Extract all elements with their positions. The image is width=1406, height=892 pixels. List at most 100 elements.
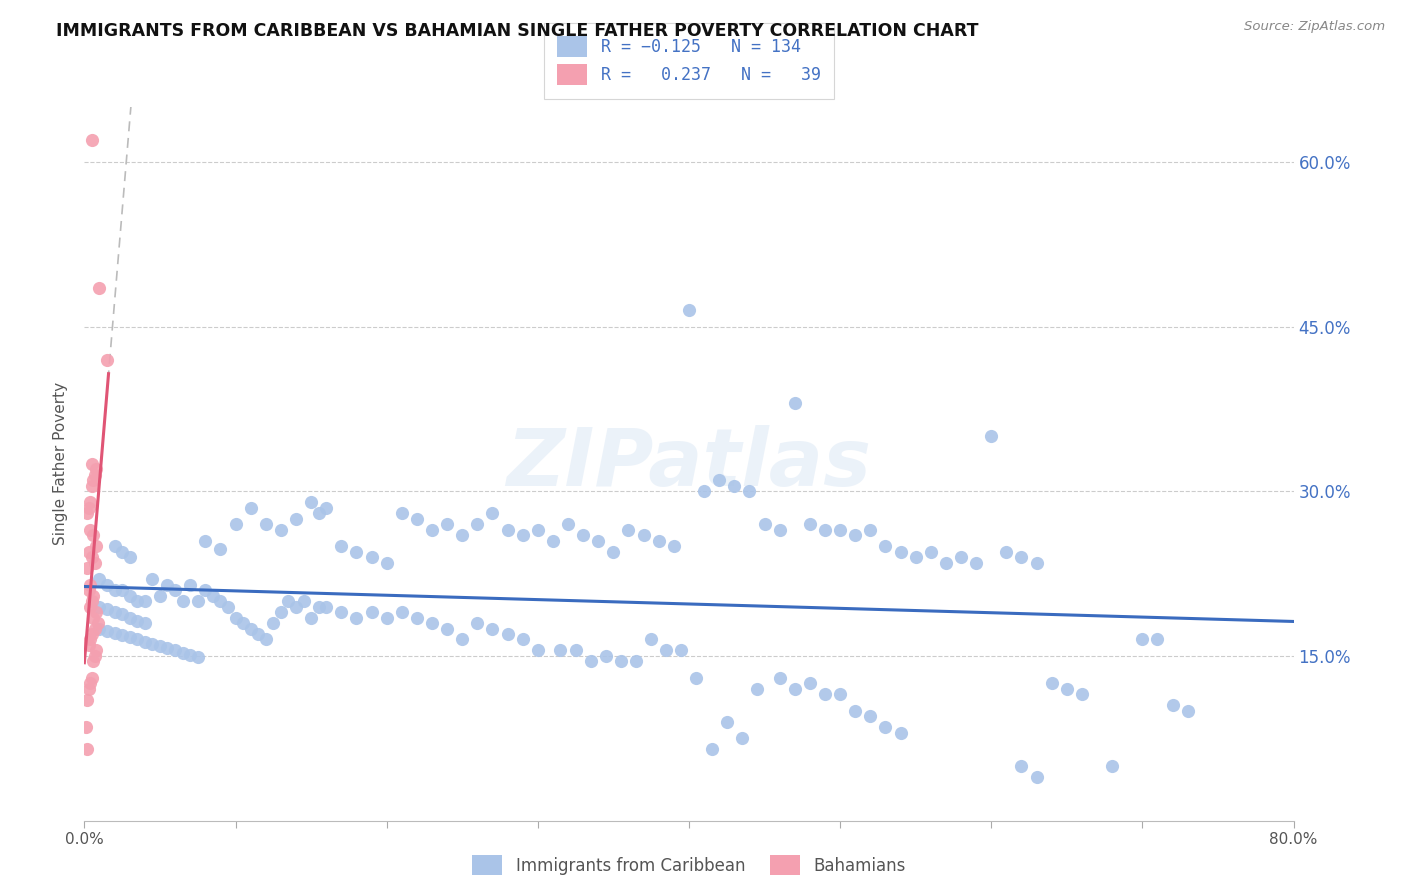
Point bbox=[156, 577, 179, 591]
Point bbox=[80, 479, 103, 493]
Point bbox=[111, 544, 134, 558]
Point bbox=[496, 523, 519, 537]
Point bbox=[79, 577, 101, 591]
Point bbox=[671, 643, 693, 657]
Point bbox=[141, 637, 163, 651]
Point bbox=[830, 687, 852, 701]
Point bbox=[79, 495, 101, 509]
Y-axis label: Single Father Poverty: Single Father Poverty bbox=[53, 383, 69, 545]
Point bbox=[346, 544, 368, 558]
Point bbox=[217, 599, 239, 614]
Legend: Immigrants from Caribbean, Bahamians: Immigrants from Caribbean, Bahamians bbox=[464, 847, 914, 884]
Point bbox=[77, 681, 100, 696]
Point bbox=[859, 709, 882, 723]
Point bbox=[330, 605, 353, 619]
Point bbox=[270, 523, 292, 537]
Point bbox=[1146, 632, 1168, 647]
Point bbox=[716, 714, 738, 729]
Point bbox=[127, 594, 149, 608]
Point bbox=[149, 639, 172, 653]
Point bbox=[572, 528, 595, 542]
Point bbox=[165, 583, 187, 598]
Text: IMMIGRANTS FROM CARIBBEAN VS BAHAMIAN SINGLE FATHER POVERTY CORRELATION CHART: IMMIGRANTS FROM CARIBBEAN VS BAHAMIAN SI… bbox=[56, 22, 979, 40]
Point bbox=[935, 556, 957, 570]
Point bbox=[232, 615, 254, 630]
Point bbox=[360, 605, 382, 619]
Point bbox=[995, 544, 1018, 558]
Point bbox=[104, 626, 127, 640]
Point bbox=[77, 583, 100, 598]
Point bbox=[262, 615, 284, 630]
Point bbox=[141, 572, 163, 586]
Point bbox=[709, 473, 731, 487]
Point bbox=[165, 643, 187, 657]
Point bbox=[299, 495, 322, 509]
Point bbox=[96, 352, 118, 367]
Point bbox=[640, 632, 662, 647]
Point bbox=[77, 544, 100, 558]
Point bbox=[799, 517, 821, 532]
Point bbox=[86, 462, 108, 476]
Point bbox=[89, 622, 111, 636]
Point bbox=[239, 622, 262, 636]
Point bbox=[111, 583, 134, 598]
Point bbox=[82, 473, 104, 487]
Point bbox=[149, 589, 172, 603]
Point bbox=[80, 627, 103, 641]
Point bbox=[754, 517, 776, 532]
Point bbox=[360, 550, 382, 565]
Point bbox=[82, 610, 104, 624]
Point bbox=[1025, 770, 1047, 784]
Point bbox=[76, 506, 98, 520]
Point bbox=[172, 646, 194, 660]
Point bbox=[610, 655, 633, 669]
Point bbox=[80, 457, 103, 471]
Point bbox=[134, 615, 156, 630]
Point bbox=[82, 528, 104, 542]
Point bbox=[76, 561, 98, 575]
Point bbox=[1011, 550, 1033, 565]
Point bbox=[769, 671, 792, 685]
Point bbox=[346, 610, 368, 624]
Point bbox=[965, 556, 987, 570]
Text: Source: ZipAtlas.com: Source: ZipAtlas.com bbox=[1244, 20, 1385, 33]
Point bbox=[118, 630, 141, 644]
Point bbox=[84, 622, 107, 636]
Point bbox=[86, 605, 108, 619]
Point bbox=[118, 610, 141, 624]
Point bbox=[700, 742, 723, 756]
Point bbox=[179, 648, 201, 662]
Point bbox=[633, 528, 655, 542]
Point bbox=[745, 681, 768, 696]
Point bbox=[194, 583, 217, 598]
Point bbox=[980, 429, 1002, 443]
Point bbox=[890, 544, 912, 558]
Point bbox=[1056, 681, 1078, 696]
Point bbox=[118, 550, 141, 565]
Point bbox=[77, 500, 100, 515]
Point bbox=[1025, 556, 1047, 570]
Point bbox=[127, 614, 149, 628]
Point bbox=[270, 605, 292, 619]
Point bbox=[890, 726, 912, 740]
Point bbox=[308, 506, 330, 520]
Point bbox=[527, 643, 550, 657]
Point bbox=[330, 539, 353, 553]
Point bbox=[588, 533, 610, 548]
Point bbox=[299, 610, 322, 624]
Point bbox=[82, 589, 104, 603]
Point bbox=[118, 589, 141, 603]
Point bbox=[875, 720, 897, 734]
Point bbox=[814, 687, 837, 701]
Point bbox=[127, 632, 149, 647]
Point bbox=[662, 539, 685, 553]
Point bbox=[225, 517, 247, 532]
Point bbox=[292, 594, 315, 608]
Point bbox=[436, 517, 458, 532]
Point bbox=[579, 655, 602, 669]
Point bbox=[89, 572, 111, 586]
Point bbox=[904, 550, 927, 565]
Point bbox=[1101, 758, 1123, 772]
Point bbox=[406, 512, 429, 526]
Point bbox=[187, 594, 209, 608]
